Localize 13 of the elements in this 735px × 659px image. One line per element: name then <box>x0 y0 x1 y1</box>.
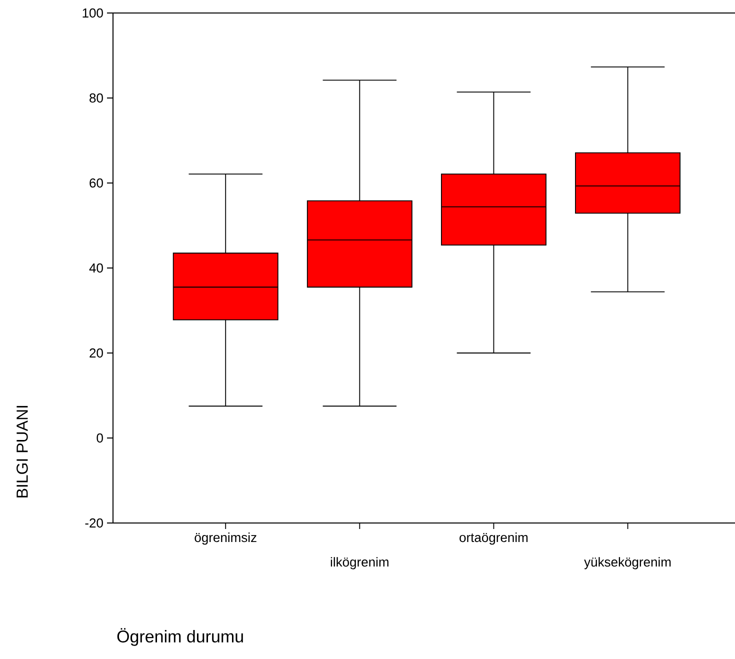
y-tick-label: 40 <box>89 263 103 273</box>
y-tick-label: 100 <box>82 8 103 18</box>
y-axis-title: BILGI PUANI <box>16 406 28 498</box>
y-tick-label: 80 <box>90 93 103 103</box>
x-axis-title: Ögrenim durumu <box>117 628 243 646</box>
y-tick-label: 20 <box>90 348 103 358</box>
x-tick-label: ortaögrenim <box>460 532 528 545</box>
x-tick-label: ilkögrenim <box>330 557 388 570</box>
x-tick-label: ögrenimsiz <box>194 532 256 545</box>
y-tick-label: -20 <box>85 518 103 528</box>
y-tick-label: 60 <box>90 178 103 188</box>
x-tick-label: yüksekögrenim <box>584 557 671 570</box>
y-tick-label: 0 <box>96 433 103 443</box>
